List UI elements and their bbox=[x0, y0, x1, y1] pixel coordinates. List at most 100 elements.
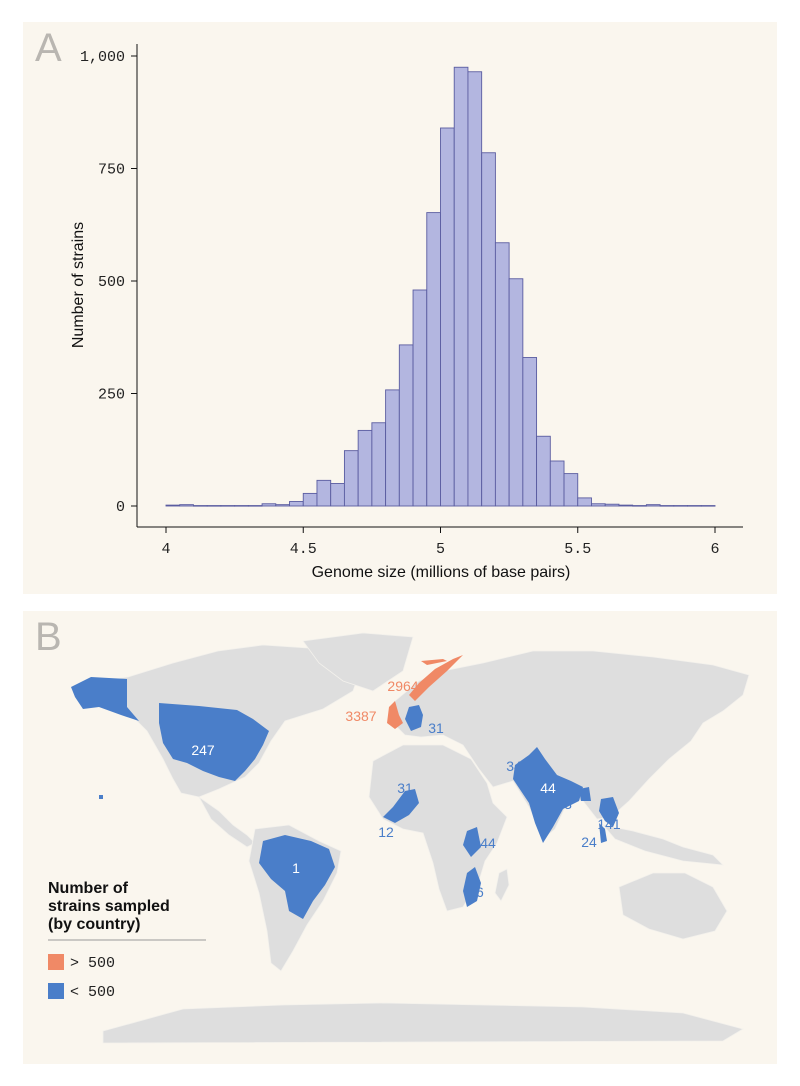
region-kenya bbox=[463, 827, 481, 857]
histogram-bar bbox=[343, 450, 359, 507]
histogram-bar bbox=[247, 505, 263, 507]
label-mozambique: 16 bbox=[468, 884, 484, 900]
y-tick-label: 250 bbox=[98, 387, 125, 404]
histogram-bars bbox=[165, 66, 716, 507]
y-tick-label: 500 bbox=[98, 274, 125, 291]
label-germany: 31 bbox=[428, 720, 444, 736]
y-axis-label: Number of strains bbox=[70, 222, 87, 348]
legend-swatch-under-500 bbox=[48, 983, 64, 999]
histogram-bar bbox=[508, 278, 524, 507]
histogram-chart: 0 250 500 750 1,000 4 4.5 5 5.5 6 Genome size (m… bbox=[70, 44, 743, 581]
histogram-bar bbox=[687, 505, 702, 507]
region-germany bbox=[405, 705, 423, 731]
x-axis-ticks: 4 4.5 5 5.5 6 bbox=[161, 527, 720, 558]
y-tick-label: 1,000 bbox=[80, 49, 125, 66]
label-kenya: 44 bbox=[480, 835, 496, 851]
x-tick-label: 5 bbox=[436, 541, 445, 558]
legend-title-line-1: Number of bbox=[48, 880, 129, 897]
region-brazil bbox=[259, 835, 335, 919]
label-mali: 31 bbox=[397, 780, 413, 796]
map-panel: B bbox=[23, 611, 777, 1064]
land-madagascar bbox=[494, 868, 510, 902]
histogram-bar bbox=[261, 503, 277, 507]
region-thailand bbox=[599, 797, 619, 827]
histogram-bar bbox=[467, 71, 483, 507]
world-map: 247 2964 3387 31 34 44 3 141 24 31 12 44… bbox=[48, 632, 750, 1044]
label-united-kingdom: 3387 bbox=[345, 708, 376, 724]
histogram-bar bbox=[330, 483, 345, 507]
histogram-bar bbox=[426, 212, 441, 507]
land-eurasia bbox=[392, 650, 750, 840]
region-mozambique bbox=[463, 867, 481, 907]
histogram-bar bbox=[632, 505, 647, 507]
histogram-bar bbox=[289, 501, 304, 507]
histogram-bar bbox=[673, 505, 689, 507]
histogram-bar bbox=[165, 504, 181, 507]
label-india: 44 bbox=[540, 780, 556, 796]
region-united-kingdom bbox=[387, 701, 403, 729]
land-greenland bbox=[302, 632, 414, 692]
region-bangladesh bbox=[579, 787, 591, 801]
label-norway: 2964 bbox=[387, 678, 418, 694]
histogram-bar bbox=[591, 503, 606, 507]
label-bangladesh: 3 bbox=[564, 796, 572, 812]
region-norway bbox=[409, 655, 463, 701]
histogram-bar bbox=[700, 505, 716, 507]
region-mali bbox=[383, 789, 419, 823]
histogram-bar bbox=[577, 497, 592, 507]
legend-title-line-2: strains sampled bbox=[48, 898, 170, 915]
histogram-bar bbox=[536, 435, 551, 507]
label-malaysia: 24 bbox=[581, 834, 597, 850]
histogram-bar bbox=[645, 504, 661, 507]
histogram-bar bbox=[618, 504, 634, 507]
legend-swatch-over-500 bbox=[48, 954, 64, 970]
label-united-states: 247 bbox=[191, 742, 215, 758]
histogram-bar bbox=[604, 503, 620, 507]
region-pakistan-india bbox=[513, 747, 583, 843]
histogram-bar bbox=[563, 473, 579, 507]
histogram-panel: A 0 250 500 750 1,000 4 4.5 5 5.5 6 Genome size … bbox=[23, 22, 777, 594]
histogram-bar bbox=[302, 492, 318, 507]
histogram-bar bbox=[357, 429, 373, 507]
histogram-bar bbox=[440, 127, 455, 507]
legend-label-over-500: > 500 bbox=[70, 955, 115, 972]
histogram-bar bbox=[206, 505, 222, 507]
histogram-bar bbox=[220, 505, 236, 507]
land-australia bbox=[618, 872, 728, 940]
region-malaysia bbox=[599, 823, 607, 843]
countries-over-500 bbox=[387, 655, 463, 729]
label-burkina-faso: 12 bbox=[378, 824, 394, 840]
histogram-bar bbox=[398, 344, 414, 507]
region-united-states bbox=[159, 703, 269, 781]
histogram-bar bbox=[192, 505, 208, 507]
histogram-bar bbox=[659, 505, 675, 507]
y-tick-label: 750 bbox=[98, 162, 125, 179]
x-axis-label: Genome size (millions of base pairs) bbox=[312, 564, 571, 581]
histogram-bar bbox=[453, 66, 469, 507]
histogram-bar bbox=[549, 460, 565, 507]
histogram-bar bbox=[234, 505, 249, 507]
histogram-bar bbox=[385, 389, 400, 507]
land-masses bbox=[84, 632, 750, 1044]
countries-under-500 bbox=[71, 677, 619, 919]
region-svalbard bbox=[421, 659, 447, 665]
region-alaska bbox=[71, 677, 139, 721]
y-tick-label: 0 bbox=[116, 499, 125, 516]
histogram-bar bbox=[179, 504, 194, 507]
map-labels: 247 2964 3387 31 34 44 3 141 24 31 12 44… bbox=[191, 678, 621, 900]
label-pakistan: 34 bbox=[506, 758, 522, 774]
panel-label-b: B bbox=[35, 615, 62, 659]
land-antarctica bbox=[102, 1002, 745, 1044]
x-tick-label: 5.5 bbox=[564, 541, 591, 558]
region-hawaii bbox=[99, 795, 103, 799]
land-central-america bbox=[198, 796, 256, 848]
x-tick-label: 6 bbox=[710, 541, 719, 558]
land-southeast-asia-islands bbox=[601, 824, 725, 866]
legend-title-line-3: (by country) bbox=[48, 916, 140, 933]
histogram-bar bbox=[371, 422, 387, 507]
histogram-bar bbox=[316, 479, 332, 507]
label-thailand: 141 bbox=[597, 816, 621, 832]
histogram-bar bbox=[494, 242, 510, 507]
legend-label-under-500: < 500 bbox=[70, 984, 115, 1001]
y-axis-ticks: 0 250 500 750 1,000 bbox=[80, 49, 137, 516]
